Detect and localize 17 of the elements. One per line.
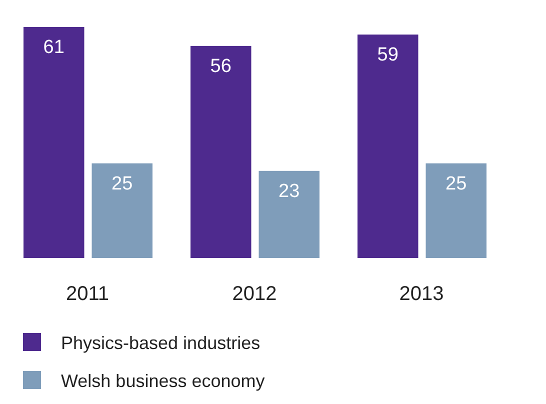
x-tick-label: 2011 [66, 283, 110, 305]
data-label: 56 [210, 56, 232, 77]
data-label: 61 [43, 37, 64, 58]
data-label: 59 [377, 44, 398, 66]
bar [190, 46, 252, 258]
x-tick-label: 2013 [399, 283, 444, 305]
bar [92, 163, 152, 258]
data-label: 25 [112, 173, 133, 194]
bar [258, 170, 320, 258]
data-label: 25 [446, 173, 467, 194]
legend-label: Welsh business economy [61, 371, 265, 391]
bar [24, 27, 84, 258]
x-tick-label: 2012 [232, 283, 277, 305]
data-label: 23 [278, 180, 300, 202]
legend-label: Physics-based industries [61, 333, 260, 353]
bar [426, 163, 486, 258]
bar [358, 34, 418, 258]
